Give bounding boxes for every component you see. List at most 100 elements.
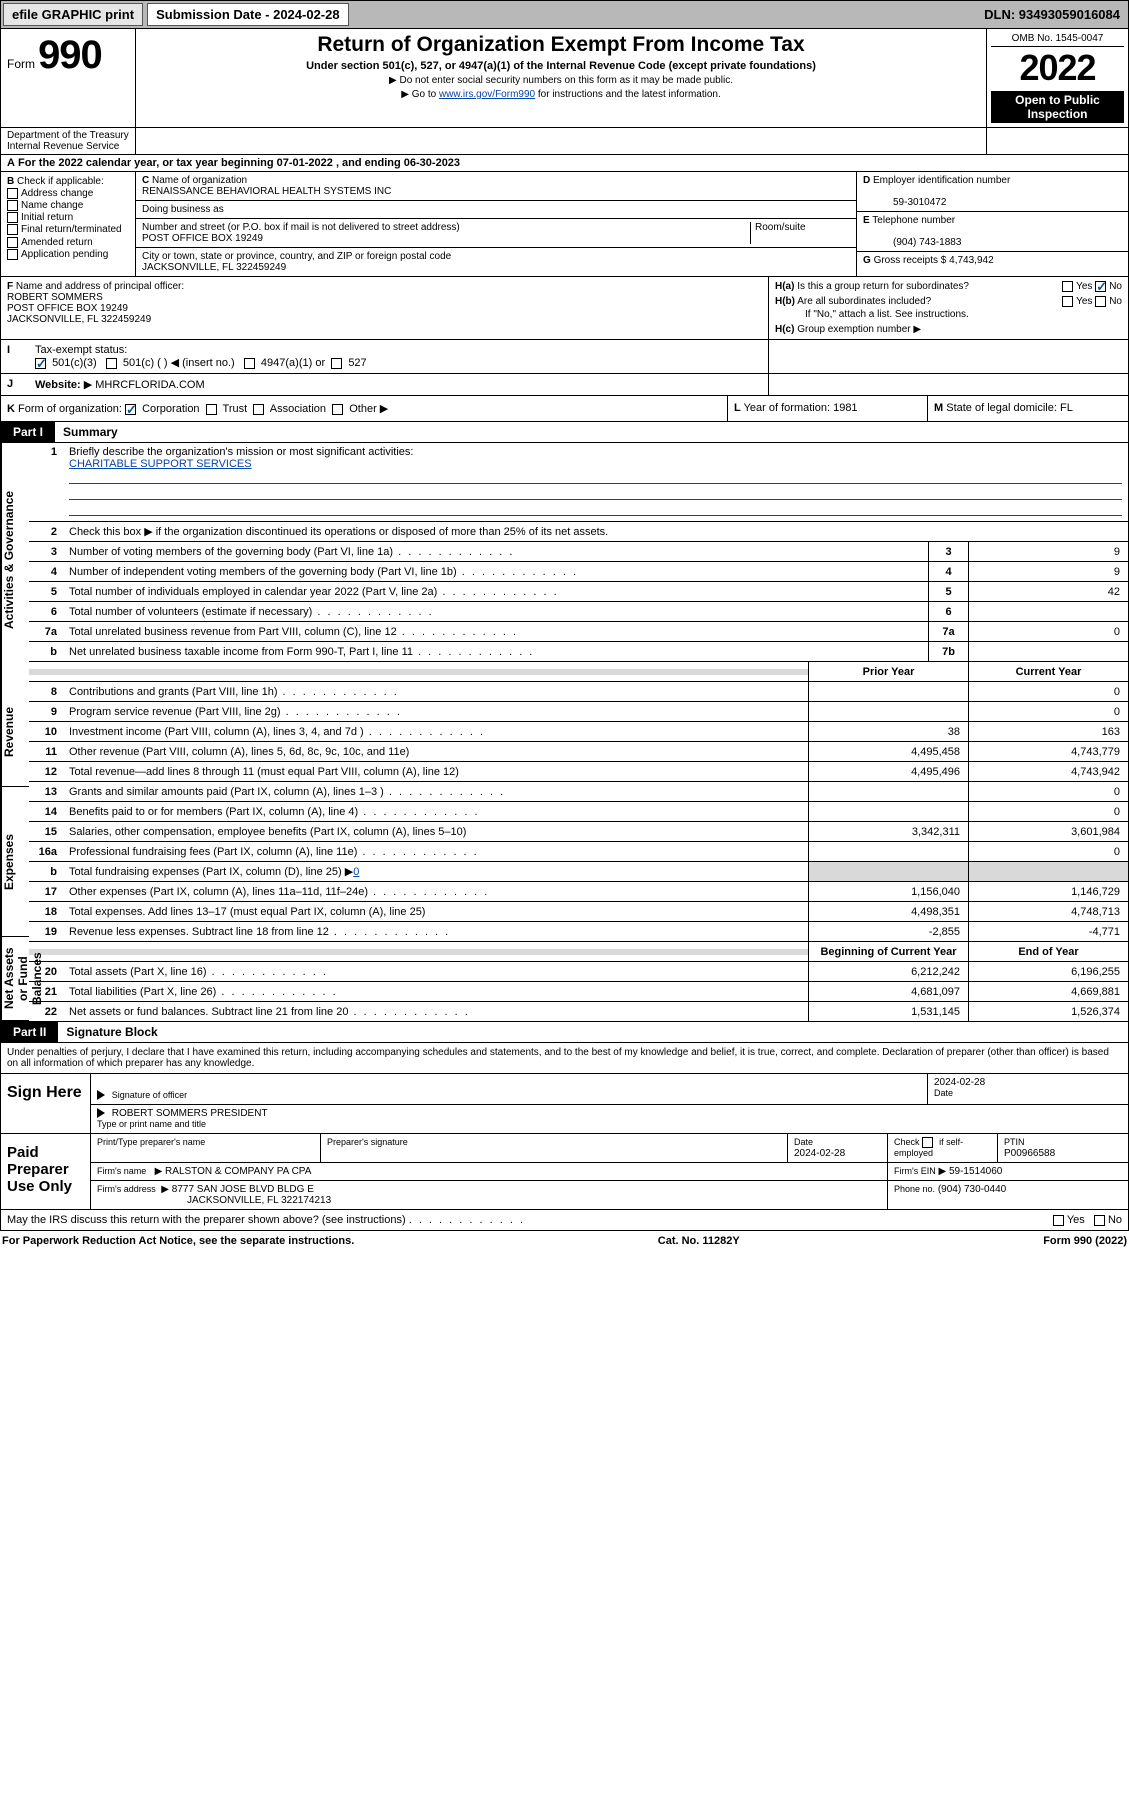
l20-c: 6,196,255 xyxy=(968,962,1128,981)
sig-date-val: 2024-02-28 xyxy=(934,1077,985,1088)
l7b-val xyxy=(968,642,1128,661)
I-letter: I xyxy=(1,340,29,373)
l19-text: Revenue less expenses. Subtract line 18 … xyxy=(63,923,808,941)
l2-text: Check this box ▶ if the organization dis… xyxy=(63,522,1128,541)
l16b-val[interactable]: 0 xyxy=(353,866,359,878)
chk-application-pending[interactable]: Application pending xyxy=(7,249,129,260)
G-label: Gross receipts $ xyxy=(874,255,947,266)
firm-ein-cell: Firm's EIN ▶ 59-1514060 xyxy=(888,1163,1128,1180)
Hb-row: H(b) Are all subordinates included? Yes … xyxy=(775,296,1122,307)
F-name: ROBERT SOMMERS xyxy=(7,292,103,303)
mission-line xyxy=(69,470,1122,484)
l6-box: 6 xyxy=(928,602,968,621)
chk-discuss-yes[interactable] xyxy=(1053,1215,1064,1226)
chk-other[interactable] xyxy=(332,404,343,415)
n22: 22 xyxy=(29,1003,63,1021)
sig-date-cell: 2024-02-28 Date xyxy=(928,1074,1128,1104)
firm-ein: 59-1514060 xyxy=(949,1166,1002,1177)
l12-text: Total revenue—add lines 8 through 11 (mu… xyxy=(63,763,808,781)
cell-addr: Number and street (or P.O. box if mail i… xyxy=(136,219,856,248)
chk-501c3[interactable] xyxy=(35,358,46,369)
dept-line1: Department of the Treasury xyxy=(7,130,129,141)
J-content: Website: ▶ MHRCFLORIDA.COM xyxy=(29,374,768,395)
l5-box: 5 xyxy=(928,582,968,601)
l4-box: 4 xyxy=(928,562,968,581)
cell-G: G Gross receipts $ 4,743,942 xyxy=(857,252,1128,269)
chk-initial-return[interactable]: Initial return xyxy=(7,212,129,223)
sign-here-label: Sign Here xyxy=(1,1074,91,1133)
l5-text: Total number of individuals employed in … xyxy=(63,583,928,601)
cell-org-name: C Name of organization RENAISSANCE BEHAV… xyxy=(136,172,856,201)
line-5: 5 Total number of individuals employed i… xyxy=(29,581,1128,601)
chk-trust[interactable] xyxy=(206,404,217,415)
line-7a: 7a Total unrelated business revenue from… xyxy=(29,621,1128,641)
chk-address-change[interactable]: Address change xyxy=(7,188,129,199)
l15-c: 3,601,984 xyxy=(968,822,1128,841)
chk-amended-return[interactable]: Amended return xyxy=(7,237,129,248)
l9-c: 0 xyxy=(968,702,1128,721)
chk-discuss-no[interactable] xyxy=(1094,1215,1105,1226)
l5-val: 42 xyxy=(968,582,1128,601)
l6-text: Total number of volunteers (estimate if … xyxy=(63,603,928,621)
chk-4947[interactable] xyxy=(244,358,255,369)
nb2: b xyxy=(29,863,63,881)
J-right xyxy=(768,374,1128,395)
n3: 3 xyxy=(29,543,63,561)
l16a-p xyxy=(808,842,968,861)
l1-val[interactable]: CHARITABLE SUPPORT SERVICES xyxy=(69,458,252,470)
n16a: 16a xyxy=(29,843,63,861)
efile-button[interactable]: efile GRAPHIC print xyxy=(3,3,143,26)
chk-final-return[interactable]: Final return/terminated xyxy=(7,224,129,235)
col-K: K Form of organization: Corporation Trus… xyxy=(1,396,728,421)
chk-501c[interactable] xyxy=(106,358,117,369)
l21-text: Total liabilities (Part X, line 26) xyxy=(63,983,808,1001)
firm-addr-label: Firm's address xyxy=(97,1184,156,1194)
chk-527[interactable] xyxy=(331,358,342,369)
chk-self-emp[interactable] xyxy=(922,1137,933,1148)
E-label: Telephone number xyxy=(872,215,955,226)
prep-date-label: Date xyxy=(794,1137,813,1147)
F-label: Name and address of principal officer: xyxy=(16,281,184,292)
Hb-yes-chk[interactable] xyxy=(1062,296,1073,307)
discuss-text: May the IRS discuss this return with the… xyxy=(7,1214,962,1226)
irs-link[interactable]: www.irs.gov/Form990 xyxy=(439,89,535,100)
l17-p: 1,156,040 xyxy=(808,882,968,901)
l15-text: Salaries, other compensation, employee b… xyxy=(63,823,808,841)
col-M: M State of legal domicile: FL xyxy=(928,396,1128,421)
Ha-row: H(a) Is this a group return for subordin… xyxy=(775,281,1122,292)
form-number: 990 xyxy=(38,33,102,77)
dept-mid xyxy=(136,128,986,154)
l3-text: Number of voting members of the governin… xyxy=(63,543,928,561)
footer: For Paperwork Reduction Act Notice, see … xyxy=(0,1231,1129,1251)
Hb-no-chk[interactable] xyxy=(1095,296,1106,307)
addr-val: POST OFFICE BOX 19249 xyxy=(142,233,263,244)
chk-assoc[interactable] xyxy=(253,404,264,415)
J-val: MHRCFLORIDA.COM xyxy=(95,379,204,391)
hdr-prior: Prior Year xyxy=(808,662,968,681)
room-label: Room/suite xyxy=(755,222,806,233)
dba-label: Doing business as xyxy=(142,204,224,215)
J-label: Website: xyxy=(35,379,81,391)
line-22: 22 Net assets or fund balances. Subtract… xyxy=(29,1001,1128,1021)
discuss-yn: Yes No xyxy=(962,1214,1122,1226)
mission-line xyxy=(69,486,1122,500)
M-val: FL xyxy=(1060,402,1073,414)
Ha-yes-chk[interactable] xyxy=(1062,281,1073,292)
Ha-no-chk[interactable] xyxy=(1095,281,1106,292)
chk-name-change[interactable]: Name change xyxy=(7,200,129,211)
self-emp-cell: Check if self-employed xyxy=(888,1134,998,1162)
chk-corp[interactable] xyxy=(125,404,136,415)
city-label: City or town, state or province, country… xyxy=(142,251,451,262)
line-7b: b Net unrelated business taxable income … xyxy=(29,641,1128,661)
part1-title: Summary xyxy=(55,422,1128,442)
K-label: Form of organization: xyxy=(18,403,122,415)
hdr-text2 xyxy=(63,949,808,955)
line-1: 1 Briefly describe the organization's mi… xyxy=(29,443,1128,521)
l7a-val: 0 xyxy=(968,622,1128,641)
sig-date-label: Date xyxy=(934,1088,953,1098)
Hb-no: No xyxy=(1109,296,1122,307)
check-label: Check xyxy=(894,1137,920,1147)
l7b-text: Net unrelated business taxable income fr… xyxy=(63,643,928,661)
org-name: RENAISSANCE BEHAVIORAL HEALTH SYSTEMS IN… xyxy=(142,186,391,197)
l15-p: 3,342,311 xyxy=(808,822,968,841)
